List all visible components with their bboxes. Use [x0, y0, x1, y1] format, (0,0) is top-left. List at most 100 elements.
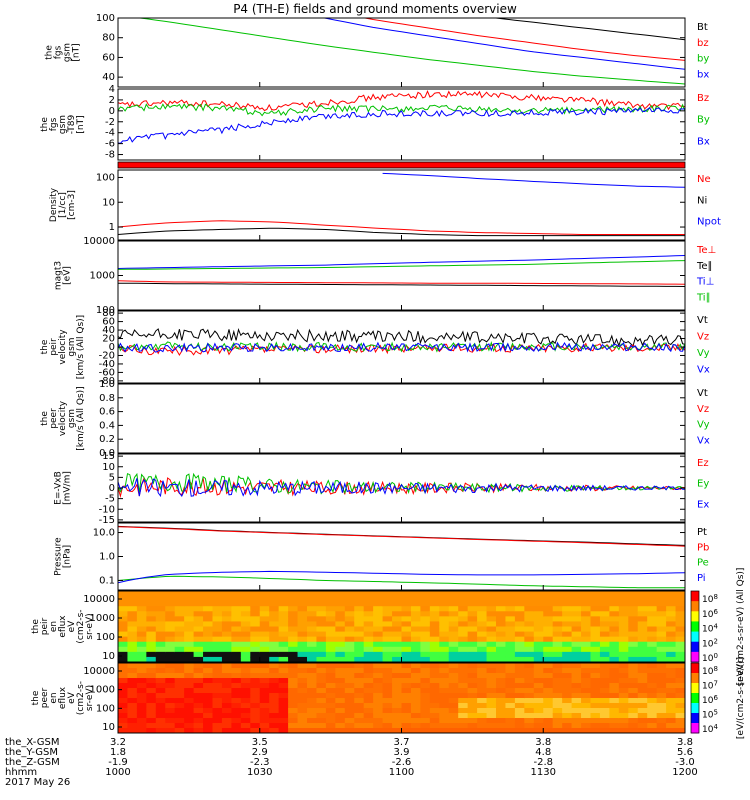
- panel-peer_velocity: 1.0 0.8 0.6 0.4 0.2 0.0 Vt Vz Vy Vx the peer velocit…: [40, 379, 710, 459]
- panel-density: 100 10 1 Ne Ni Npot Density [1/cc] [cm-3]: [49, 169, 721, 241]
- y-axis-label: Pressure: [54, 537, 64, 576]
- y-axis-label: velocity: [58, 400, 68, 436]
- orbit-row-name: the_Z-GSM: [5, 757, 60, 768]
- series-line-by: [136, 18, 685, 85]
- series-group: [118, 172, 685, 237]
- colorbar-tick-label: 106: [702, 694, 718, 706]
- colorbar-segment: [691, 611, 699, 622]
- orbit-value: -1.9: [108, 757, 128, 768]
- series-line-Bt: [491, 18, 685, 41]
- y-tick-label: 0: [109, 106, 115, 117]
- series-line-Npot: [382, 172, 685, 188]
- series-line-Pi: [118, 570, 685, 584]
- colorbar-segment: [691, 641, 699, 653]
- y-tick-label: 0.4: [99, 420, 115, 431]
- y-axis-label: Density: [49, 187, 59, 222]
- series-line-Te⊥: [118, 280, 685, 285]
- series-line-Pb: [118, 526, 685, 547]
- orbit-value: -2.8: [533, 757, 553, 768]
- legend-entry: Vz: [697, 332, 709, 343]
- orbit-value: 1100: [389, 767, 414, 778]
- orbit-value: 1.8: [110, 747, 126, 758]
- y-tick-label: 15: [102, 451, 115, 462]
- y-tick-label: 0.2: [99, 434, 115, 445]
- y-tick-label: 1.0: [99, 379, 115, 390]
- plot-title: P4 (TH-E) fields and ground moments over…: [233, 2, 517, 16]
- series-line-Bx: [118, 107, 685, 144]
- panel-frame: [117, 88, 686, 161]
- series-group: [118, 472, 685, 499]
- colorbar-segment: [691, 673, 699, 684]
- y-axis-label: (cm2-s-: [76, 681, 86, 715]
- orbit-value: 1030: [247, 767, 272, 778]
- y-tick-label: 0: [109, 342, 115, 353]
- legend-entry: By: [697, 115, 710, 126]
- orbit-row-name: hhmm: [5, 767, 37, 778]
- y-tick-label: 10: [102, 462, 115, 473]
- colorbar-tick-label: 108: [702, 665, 718, 677]
- y-tick-label: 20: [102, 334, 115, 345]
- panel-peer_spectrogram: 108 107 106 105 104 [eV/(cm2-s-sr-eV)] 10000 10…: [31, 657, 746, 739]
- orbit-value: 3.5: [252, 737, 268, 748]
- orbit-value: 3.8: [677, 737, 693, 748]
- panel-frame: [117, 522, 686, 591]
- y-tick-label: 100: [96, 632, 115, 643]
- legend-entry: Npot: [697, 217, 721, 228]
- y-tick-label: 40: [102, 325, 115, 336]
- legend-entry: Ex: [697, 499, 709, 510]
- y-axis-label: [km/s (All Qs)]: [76, 386, 86, 450]
- y-tick-label: 60: [102, 52, 115, 63]
- legend-entry: Pb: [697, 542, 709, 553]
- spectrogram-cells: [118, 663, 685, 733]
- y-axis-label: peer: [40, 687, 50, 708]
- y-axis-label: fgs: [49, 117, 59, 131]
- y-axis-label: the: [45, 45, 55, 60]
- y-axis-label: [cm-3]: [67, 190, 77, 220]
- colorbar-tick-label: 106: [702, 608, 718, 620]
- y-tick-label: 100: [96, 703, 115, 714]
- legend-entry: Vy: [697, 348, 710, 359]
- colorbar-tick-label: 108: [702, 593, 718, 605]
- series-line-Vx: [118, 341, 685, 353]
- series-line-bx: [321, 18, 685, 70]
- panel-temperature: 10000 1000 100 Te⊥ Te∥ Ti⊥ Ti∥ magt3 [eV]: [54, 236, 717, 316]
- colorbar: 108 106 104 102 100 [eV/(cm2-s-sr-eV) (All Qs…: [690, 568, 746, 686]
- colorbar-segment: [691, 591, 699, 602]
- y-axis-label: [nT]: [72, 43, 82, 61]
- legend-entry: Vy: [697, 420, 710, 431]
- legend-entry: bz: [697, 38, 709, 49]
- y-tick-label: -2: [105, 117, 115, 128]
- legend-entry: Ti⊥: [696, 277, 714, 288]
- series-line-bz: [362, 18, 685, 61]
- y-tick-label: -80: [99, 376, 115, 387]
- colorbar-tick-label: 107: [702, 680, 718, 692]
- series-line-Ni: [118, 227, 685, 237]
- y-axis-label: [km/s (All Qs)]: [76, 315, 86, 379]
- y-tick-label: 80: [102, 33, 115, 44]
- y-tick-label: -40: [99, 359, 115, 370]
- legend-entry: by: [697, 54, 709, 65]
- orbit-value: 4.8: [535, 747, 551, 758]
- legend-entry: Pe: [697, 558, 709, 569]
- legend-entry: Ey: [697, 479, 709, 490]
- y-axis-label: gsm: [63, 43, 73, 62]
- y-tick-label: 0.8: [99, 393, 115, 404]
- orbit-footer: the_X-GSM 3.2 3.5 3.7 3.8 3.8 the_Y-GSM 1.8 2.9 3…: [5, 737, 698, 788]
- y-tick-label: 100: [96, 13, 115, 24]
- panel-frame: [117, 310, 686, 384]
- y-tick-label: -15: [99, 515, 115, 526]
- colorbar-segment: [691, 663, 699, 674]
- y-tick-label: 1: [109, 222, 115, 233]
- orbit-value: 3.2: [110, 737, 126, 748]
- colorbar-tick-label: 102: [702, 637, 718, 649]
- colorbar-label: [eV/(cm2-s-sr-eV) (All Qs)]: [736, 568, 746, 686]
- y-tick-label: 10000: [83, 666, 115, 677]
- y-tick-label: 40: [102, 72, 115, 83]
- y-tick-label: -5: [105, 494, 115, 505]
- series-line-Pe: [118, 575, 685, 589]
- y-tick-label: 10: [102, 651, 115, 662]
- legend-entry: Vx: [697, 365, 710, 376]
